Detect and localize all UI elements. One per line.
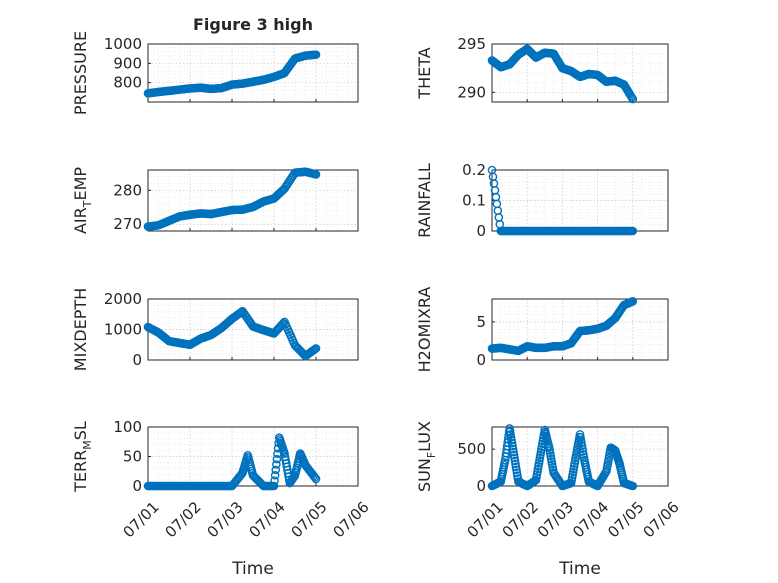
series-markers	[487, 296, 638, 356]
y-label-sub: F	[425, 452, 438, 458]
y-tick-label: 900	[113, 54, 142, 72]
x-tick-label: 07/01	[119, 498, 162, 541]
x-tick-label: 07/04	[569, 498, 612, 541]
y-axis-label: MIXDEPTH	[71, 288, 90, 371]
y-tick-label: 0	[476, 351, 486, 369]
panel-sun_flux: 0 500 SUNFLUX 07/0107/0207/0307/0407/0507/0…	[415, 421, 683, 579]
x-tick-label: 07/03	[203, 498, 246, 541]
y-axis-label: PRESSURE	[71, 31, 90, 115]
data-point	[628, 94, 638, 104]
x-tick-label: 07/06	[329, 498, 372, 541]
y-label-main: H2OMIXRA	[415, 287, 434, 373]
panel-mixdepth: 0 1000 2000 MIXDEPTH	[71, 288, 359, 371]
data-point	[310, 473, 320, 482]
y-tick-label: 270	[113, 215, 142, 233]
y-label-main: TERR	[71, 450, 90, 493]
y-label-main: MIXDEPTH	[71, 288, 90, 371]
data-point	[270, 470, 280, 480]
panel-h2omixra: 0 5 H2OMIXRA	[415, 287, 669, 373]
y-tick-label: 0	[132, 477, 142, 495]
y-label-main: PRESSURE	[71, 31, 90, 115]
x-tick-label: 07/05	[604, 498, 647, 541]
y-tick-label: 1000	[104, 321, 142, 339]
axes-frame	[491, 298, 669, 361]
axes-frame	[147, 169, 359, 232]
data-point	[628, 226, 638, 236]
data-point	[272, 460, 281, 469]
y-axis-label: H2OMIXRA	[415, 287, 434, 373]
series-markers	[487, 165, 638, 236]
data-point	[311, 50, 321, 59]
series-markers	[143, 306, 321, 361]
y-label-main: SUN	[415, 458, 434, 492]
axes-frame	[147, 43, 359, 103]
axes-frame	[491, 426, 669, 487]
series-markers	[487, 424, 638, 491]
y-axis-label: RAINFALL	[415, 163, 434, 238]
y-tick-label: 0.2	[462, 161, 486, 179]
chart-title: Figure 3 high	[193, 15, 313, 34]
data-point	[628, 296, 638, 306]
x-axis-label: Time	[231, 559, 274, 579]
y-label-main: AIR	[71, 207, 90, 234]
y-label-rest: EMP	[71, 167, 90, 201]
y-tick-label: 0	[476, 222, 486, 240]
y-label-sub: T	[81, 200, 94, 208]
y-label-rest: LUX	[415, 421, 434, 452]
x-tick-label: 07/06	[639, 498, 682, 541]
data-point	[277, 320, 287, 329]
y-axis-label: THETA	[415, 47, 434, 99]
x-tick-label: 07/05	[287, 498, 330, 541]
y-label-rest: SL	[71, 421, 90, 440]
x-tick-label: 07/02	[161, 498, 204, 541]
y-tick-label: 5	[476, 313, 486, 331]
y-tick-label: 100	[113, 418, 142, 436]
panel-theta: 290 295 THETA	[415, 35, 669, 104]
y-tick-label: 280	[113, 181, 142, 199]
data-point	[311, 344, 321, 353]
data-point	[272, 454, 282, 464]
y-tick-label: 1000	[104, 35, 142, 53]
y-axis-label: TERRMSL	[71, 421, 94, 493]
y-axis-label: SUNFLUX	[415, 421, 438, 492]
series-markers	[143, 50, 321, 98]
y-label-main: RAINFALL	[415, 163, 434, 238]
data-point	[311, 170, 321, 179]
series-markers	[487, 44, 638, 104]
x-tick-label: 07/03	[534, 498, 577, 541]
data-point	[271, 465, 281, 475]
panel-rainfall: 0 0.1 0.2 RAINFALL	[415, 161, 669, 240]
y-tick-label: 50	[123, 448, 142, 466]
data-point	[628, 481, 638, 491]
x-axis-label: Time	[558, 559, 601, 579]
data-point	[311, 474, 321, 484]
axes-frame	[491, 43, 669, 103]
y-tick-label: 800	[113, 74, 142, 92]
series-markers	[143, 433, 321, 491]
x-tick-label: 07/04	[245, 498, 288, 541]
y-tick-label: 2000	[104, 290, 142, 308]
panel-air_temp: 270 280 AIRTEMP	[71, 167, 359, 234]
data-point	[269, 481, 279, 491]
series-markers	[143, 167, 321, 231]
y-axis-label: AIRTEMP	[71, 167, 94, 234]
panel-terr_msl: 0 50 100 TERRMSL 07/0107/0207/0307/0407/0507…	[71, 418, 373, 579]
y-tick-label: 0	[476, 477, 486, 495]
x-tick-label: 07/01	[463, 498, 506, 541]
y-tick-label: 500	[457, 440, 486, 458]
data-point	[270, 476, 279, 485]
y-label-sub: M	[81, 440, 94, 450]
y-tick-label: 0.1	[462, 192, 486, 210]
y-tick-label: 295	[457, 35, 486, 53]
x-tick-label: 07/02	[499, 498, 542, 541]
y-tick-label: 290	[457, 83, 486, 101]
y-tick-label: 0	[132, 351, 142, 369]
y-label-main: THETA	[415, 47, 434, 99]
